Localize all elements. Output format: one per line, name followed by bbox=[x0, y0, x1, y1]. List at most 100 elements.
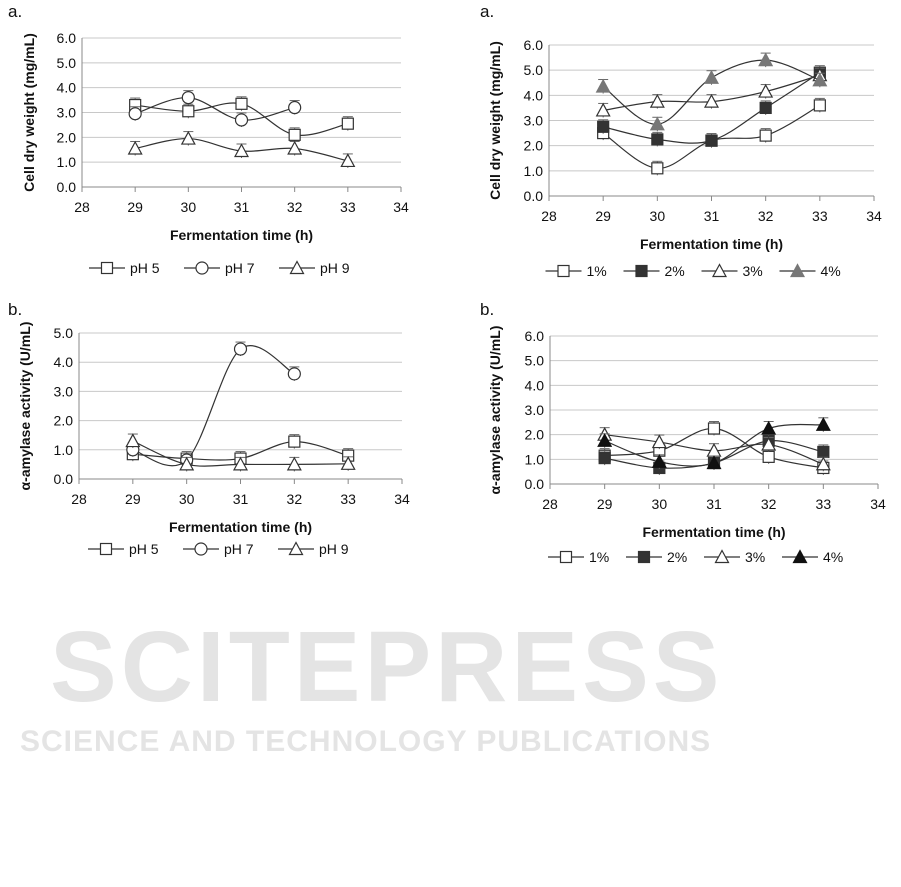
data-point bbox=[761, 436, 777, 451]
legend-item: 4% bbox=[782, 549, 843, 565]
legend-item: pH 7 bbox=[183, 541, 254, 557]
y-axis-title: Cell dry weight (mg/mL) bbox=[21, 33, 37, 192]
y-tick-label: 0.0 bbox=[524, 188, 544, 204]
y-tick-label: 6.0 bbox=[524, 37, 544, 53]
legend-item: 2% bbox=[626, 549, 687, 565]
legend-item: 1% bbox=[548, 549, 609, 565]
data-point bbox=[813, 99, 826, 112]
y-tick-label: 4.0 bbox=[524, 87, 544, 103]
y-tick-label: 0.0 bbox=[525, 476, 545, 492]
series-pH5 bbox=[129, 96, 354, 142]
panel-label-top-left: a. bbox=[8, 2, 23, 21]
data-point bbox=[287, 367, 301, 381]
legend-label: 2% bbox=[667, 549, 687, 565]
legend-label: pH 5 bbox=[129, 541, 159, 557]
y-tick-label: 6.0 bbox=[525, 328, 545, 344]
legend-item: 1% bbox=[545, 263, 607, 279]
series-3 bbox=[595, 67, 828, 118]
legend-label: pH 5 bbox=[130, 260, 160, 276]
legend-label: 2% bbox=[665, 263, 685, 279]
chart-2: 0.0 1.0 2.0 3.0 4.0 5.0 28 29 30 31 32 33 34 Fermenta… bbox=[17, 322, 410, 557]
data-point bbox=[706, 455, 722, 470]
legend-label: 1% bbox=[587, 263, 607, 279]
data-point bbox=[595, 78, 611, 93]
legend-label: pH 9 bbox=[319, 541, 349, 557]
y-tick-label: 5.0 bbox=[54, 325, 74, 341]
y-tick-label: 5.0 bbox=[524, 62, 544, 78]
legend-label: 1% bbox=[589, 549, 609, 565]
x-tick-label: 28 bbox=[71, 491, 87, 507]
y-tick-label: 2.0 bbox=[524, 138, 544, 154]
x-axis-title: Fermentation time (h) bbox=[640, 236, 783, 252]
data-point bbox=[707, 422, 721, 435]
x-tick-label: 32 bbox=[287, 199, 303, 215]
y-tick-label: 0.0 bbox=[57, 179, 77, 195]
legend-item: 3% bbox=[704, 549, 765, 565]
y-tick-label: 4.0 bbox=[54, 354, 74, 370]
x-tick-label: 30 bbox=[650, 208, 666, 224]
y-axis-title: α-amylase activity (U/mL) bbox=[17, 322, 33, 491]
data-point bbox=[128, 107, 142, 121]
x-tick-label: 34 bbox=[393, 199, 409, 215]
y-tick-label: 3.0 bbox=[524, 113, 544, 129]
data-point bbox=[703, 93, 720, 108]
legend-item: 3% bbox=[701, 263, 763, 279]
series-pH7 bbox=[128, 90, 302, 127]
data-point bbox=[761, 420, 777, 435]
data-point bbox=[762, 450, 775, 463]
legend-marker bbox=[100, 261, 114, 275]
y-tick-label: 6.0 bbox=[57, 30, 77, 46]
legend-item: 2% bbox=[623, 263, 685, 279]
data-point bbox=[179, 456, 195, 471]
data-point bbox=[234, 113, 249, 127]
data-point bbox=[127, 140, 143, 155]
legend-item: 4% bbox=[779, 263, 841, 279]
series-pH9 bbox=[125, 433, 356, 472]
x-tick-label: 30 bbox=[652, 496, 668, 512]
x-tick-label: 31 bbox=[706, 496, 722, 512]
x-tick-label: 34 bbox=[866, 208, 882, 224]
legend-item: pH 9 bbox=[278, 541, 349, 557]
data-point bbox=[288, 100, 302, 115]
data-point bbox=[340, 456, 356, 470]
x-tick-label: 28 bbox=[542, 496, 558, 512]
data-point bbox=[232, 456, 249, 471]
x-tick-label: 28 bbox=[541, 208, 557, 224]
data-point bbox=[649, 116, 665, 131]
y-tick-label: 1.0 bbox=[57, 154, 77, 170]
y-tick-label: 2.0 bbox=[525, 427, 545, 443]
x-tick-label: 33 bbox=[340, 199, 356, 215]
x-tick-label: 34 bbox=[870, 496, 886, 512]
legend-label: 4% bbox=[823, 549, 843, 565]
y-tick-label: 3.0 bbox=[525, 402, 545, 418]
x-tick-label: 31 bbox=[234, 199, 250, 215]
legend-marker bbox=[194, 542, 208, 556]
data-point bbox=[705, 134, 718, 147]
y-tick-label: 1.0 bbox=[524, 163, 544, 179]
data-point bbox=[287, 140, 303, 155]
x-tick-label: 30 bbox=[179, 491, 195, 507]
data-point bbox=[286, 456, 302, 471]
legend-label: 3% bbox=[743, 263, 763, 279]
x-tick-label: 33 bbox=[812, 208, 828, 224]
y-tick-label: 0.0 bbox=[54, 471, 74, 487]
chart-3: 0.0 1.0 2.0 3.0 4.0 5.0 6.0 28 29 30 31 32 33 34 Ferme… bbox=[487, 326, 886, 565]
legend-marker bbox=[635, 264, 648, 278]
data-point bbox=[651, 454, 667, 468]
legend-label: 4% bbox=[821, 263, 841, 279]
series-4 bbox=[595, 52, 828, 132]
legend-label: pH 7 bbox=[225, 260, 255, 276]
series-line bbox=[134, 96, 295, 121]
series-4 bbox=[597, 417, 831, 471]
legend-marker bbox=[288, 541, 304, 556]
legend-label: 3% bbox=[745, 549, 765, 565]
data-point bbox=[180, 130, 196, 145]
y-tick-label: 4.0 bbox=[57, 80, 77, 96]
data-point bbox=[759, 101, 772, 115]
x-tick-label: 31 bbox=[233, 491, 249, 507]
x-tick-label: 33 bbox=[340, 491, 356, 507]
legend-item: pH 5 bbox=[88, 541, 159, 557]
data-point bbox=[651, 162, 664, 175]
data-point bbox=[125, 433, 141, 448]
y-tick-label: 2.0 bbox=[54, 413, 74, 429]
